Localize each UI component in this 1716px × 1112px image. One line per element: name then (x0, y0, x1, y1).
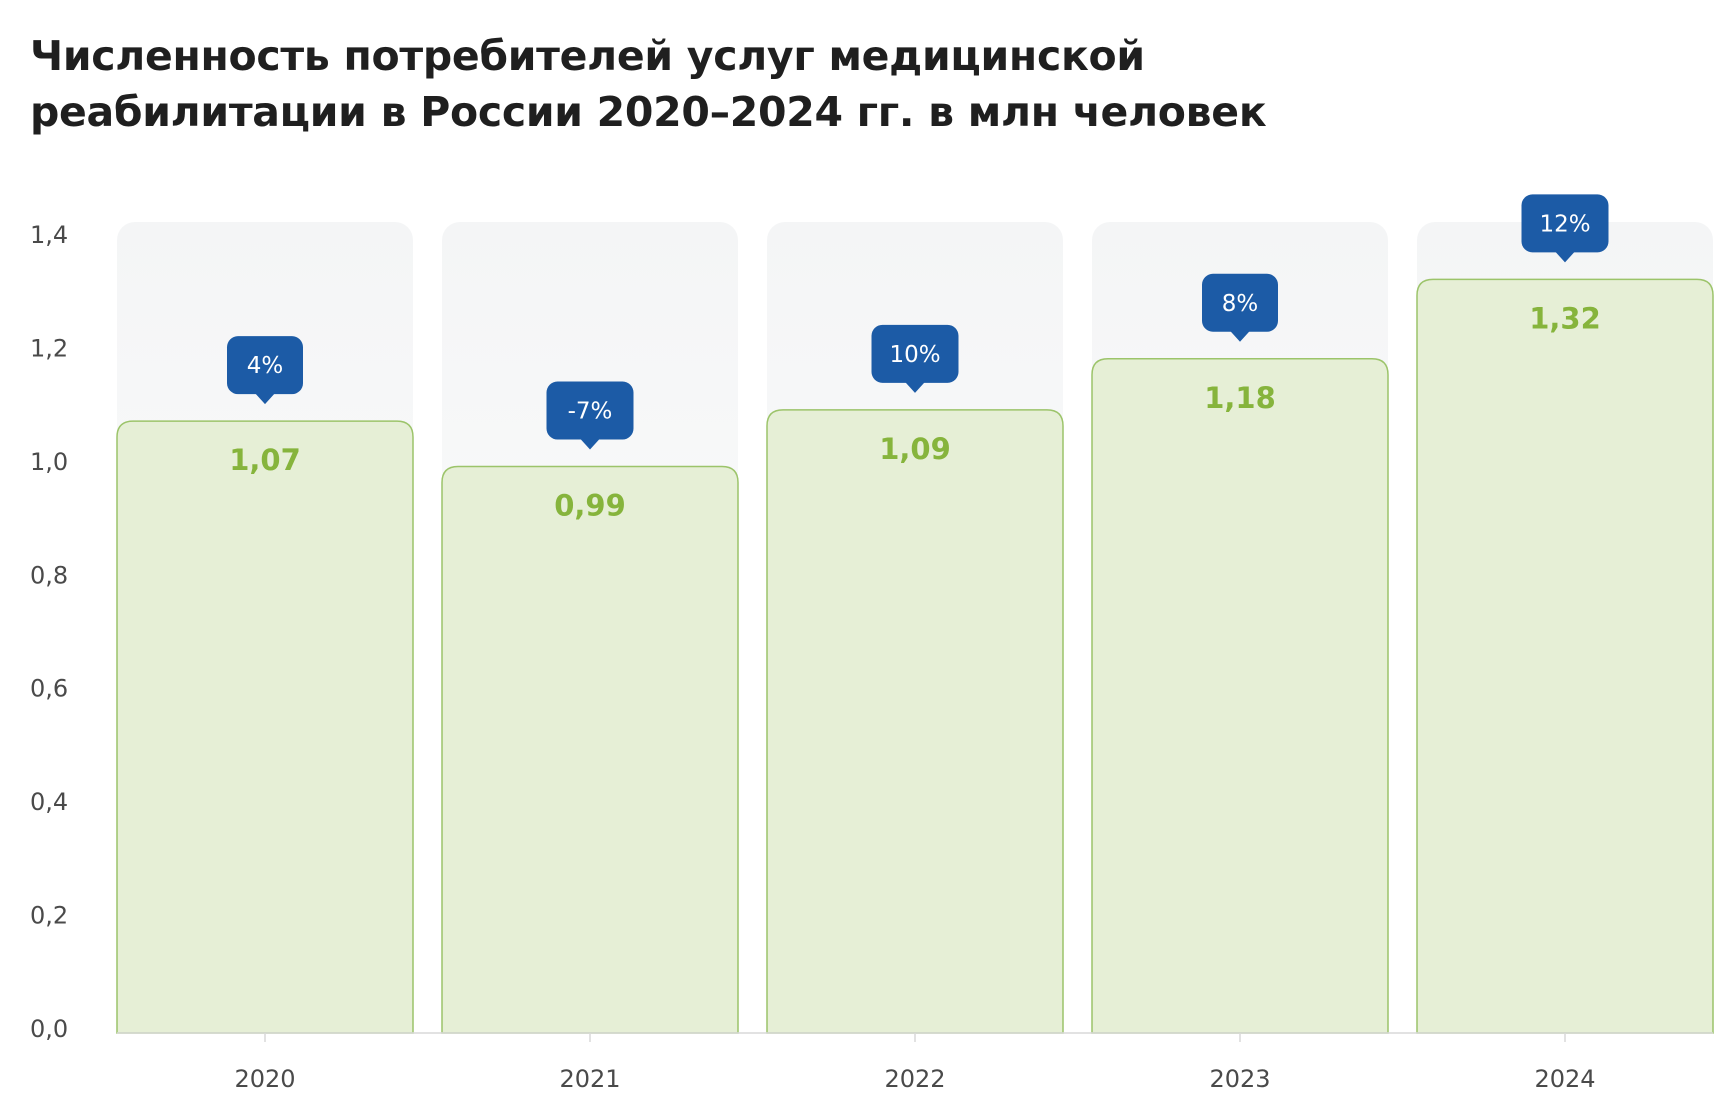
change-badge-label: 8% (1222, 291, 1259, 317)
x-tick-label: 2022 (884, 1065, 945, 1093)
y-tick-label: 1,2 (30, 334, 68, 362)
bar-value-label: 0,99 (554, 489, 626, 523)
y-axis: 0,0 0,2 0,4 0,6 0,8 1,0 1,2 1,4 (30, 221, 68, 1043)
x-tick-label: 2020 (234, 1065, 295, 1093)
bar-2020 (116, 420, 414, 1034)
change-badge: 8% (1202, 273, 1278, 342)
chart-title-line-2: реабилитации в России 2020–2024 гг. в мл… (30, 88, 1267, 136)
change-badge-pointer (905, 381, 925, 393)
change-badges: 4% -7% 10% 8% 12% (227, 194, 1609, 450)
change-badge-pointer (255, 393, 275, 405)
y-tick-label: 0,4 (30, 788, 68, 816)
change-badge-label: 12% (1539, 211, 1590, 237)
bar-value-label: 1,18 (1204, 381, 1276, 415)
change-badge-bg (871, 324, 959, 383)
bar-2022 (766, 409, 1064, 1034)
bar-2024 (1416, 278, 1714, 1034)
bar-2021 (441, 465, 739, 1034)
chart-title-line-1: Численность потребителей услуг медицинск… (30, 32, 1145, 80)
change-badge: 10% (871, 324, 959, 393)
bar-value-label: 1,09 (879, 432, 951, 466)
chart-title: Численность потребителей услуг медицинск… (30, 28, 1670, 140)
bar-value-label: 1,32 (1529, 301, 1601, 335)
y-tick-label: 0,2 (30, 902, 68, 930)
change-badge-label: 10% (889, 342, 940, 368)
x-tick-label: 2024 (1534, 1065, 1595, 1093)
change-badge: 12% (1521, 194, 1609, 263)
y-tick-label: 1,4 (30, 221, 68, 249)
bars: 1,07 0,99 1,09 1,18 1,32 (116, 278, 1714, 1034)
change-badge: -7% (546, 381, 634, 450)
change-badge-pointer (580, 438, 600, 450)
bar-2023 (1091, 358, 1389, 1034)
y-tick-label: 1,0 (30, 448, 68, 476)
change-badge-label: 4% (247, 353, 284, 379)
change-badge-label: -7% (568, 399, 613, 425)
change-badge: 4% (227, 336, 303, 405)
change-badge-bg (1521, 194, 1609, 253)
change-badge-pointer (1555, 251, 1575, 263)
change-badge-bg (227, 336, 303, 395)
bar-value-label: 1,07 (229, 443, 301, 477)
x-tick-label: 2021 (559, 1065, 620, 1093)
change-badge-bg (1202, 273, 1278, 332)
x-axis: 2020 2021 2022 2023 2024 (117, 1032, 1713, 1093)
y-tick-label: 0,6 (30, 675, 68, 703)
change-badge-pointer (1230, 330, 1250, 342)
y-tick-label: 0,0 (30, 1015, 68, 1043)
change-badge-bg (546, 381, 634, 440)
y-tick-label: 0,8 (30, 561, 68, 589)
x-tick-label: 2023 (1209, 1065, 1270, 1093)
